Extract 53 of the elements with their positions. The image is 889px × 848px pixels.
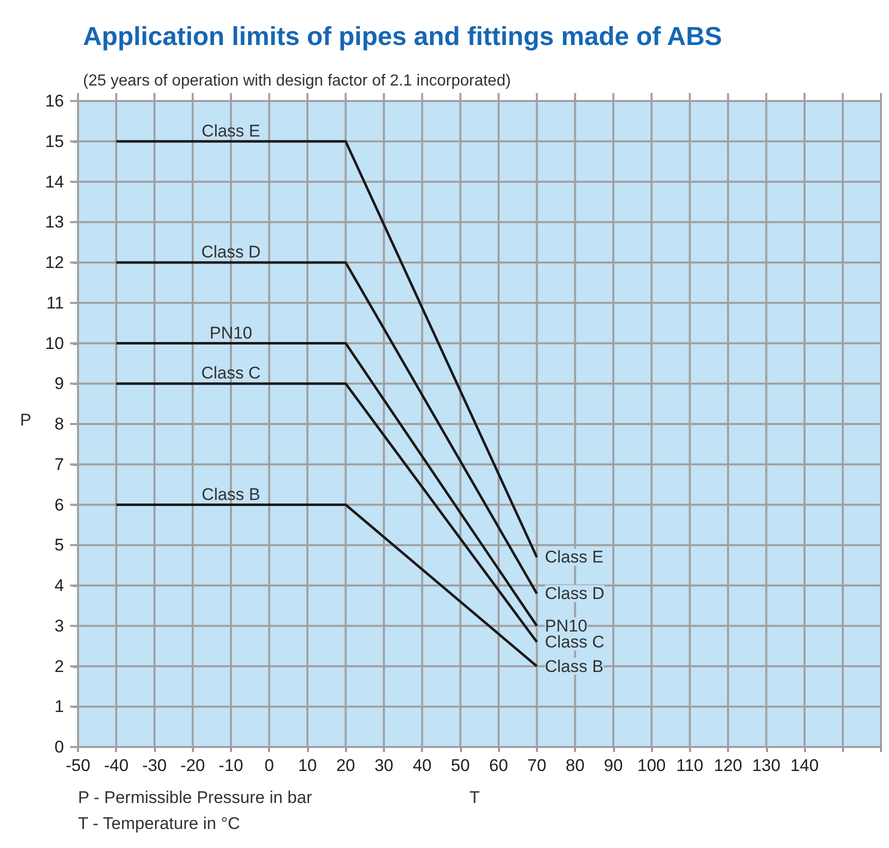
- series-label: Class C: [201, 364, 261, 383]
- text: Class B: [544, 656, 604, 676]
- x-tick-label: 70: [527, 756, 546, 775]
- text: P - Permissible Pressure in bar: [78, 788, 312, 807]
- x-tick-label: 60: [489, 756, 508, 775]
- text: T - Temperature in °C: [78, 814, 240, 833]
- x-tick-label: -30: [142, 756, 167, 775]
- x-tick-label: 110: [676, 756, 704, 775]
- series-label: Class D: [201, 242, 261, 262]
- y-tick-label: 3: [54, 616, 64, 636]
- x-tick-label: -10: [218, 756, 244, 775]
- y-tick-label: 1: [54, 697, 64, 716]
- y-tick-label: 14: [45, 172, 64, 192]
- series-label: PN10: [210, 323, 252, 342]
- x-tick-label: 10: [298, 756, 317, 775]
- text: Class D: [544, 584, 604, 604]
- x-tick-label: 20: [336, 756, 356, 775]
- x-tick-label: 90: [604, 756, 623, 775]
- x-tick-label: 100: [637, 756, 666, 775]
- y-tick-label: 15: [45, 132, 64, 151]
- x-tick-label: 130: [752, 756, 780, 775]
- y-tick-label: 2: [54, 656, 64, 676]
- y-tick-label: 16: [45, 92, 64, 110]
- series-label: Class E: [202, 121, 260, 140]
- y-axis-title: P: [20, 410, 32, 430]
- y-tick-label: 8: [54, 414, 64, 434]
- chart-subtitle: (25 years of operation with design factor of 2.1 incorporated): [83, 72, 511, 90]
- text: Class E: [544, 548, 604, 567]
- y-tick-label: 11: [46, 293, 64, 312]
- x-axis-title: T: [469, 788, 480, 807]
- y-tick-label: 4: [54, 576, 64, 595]
- x-tick-label: 0: [264, 756, 274, 775]
- y-tick-label: 10: [45, 334, 64, 353]
- text: PN10: [544, 616, 588, 636]
- y-tick-label: 5: [54, 536, 64, 555]
- x-tick-label: 80: [566, 756, 585, 775]
- x-tick-label: 140: [790, 756, 819, 775]
- x-tick-label: -20: [180, 756, 206, 775]
- y-tick-label: 7: [54, 454, 64, 474]
- x-tick-label: 40: [412, 756, 432, 775]
- x-tick-label: 120: [714, 756, 742, 775]
- y-tick-label: 9: [54, 374, 64, 394]
- x-tick-label: -40: [104, 756, 129, 775]
- x-tick-label: 50: [450, 756, 470, 775]
- y-tick-label: 6: [54, 495, 64, 514]
- y-tick-label: 12: [45, 253, 64, 272]
- text: Class C: [544, 632, 604, 652]
- series-label: Class B: [202, 484, 260, 504]
- x-tick-label: 30: [374, 756, 394, 775]
- y-tick-label: 13: [45, 212, 64, 232]
- x-tick-label: -50: [66, 756, 90, 775]
- chart-title: Application limits of pipes and fittings made of ABS: [83, 21, 722, 51]
- y-tick-label: 0: [54, 738, 64, 756]
